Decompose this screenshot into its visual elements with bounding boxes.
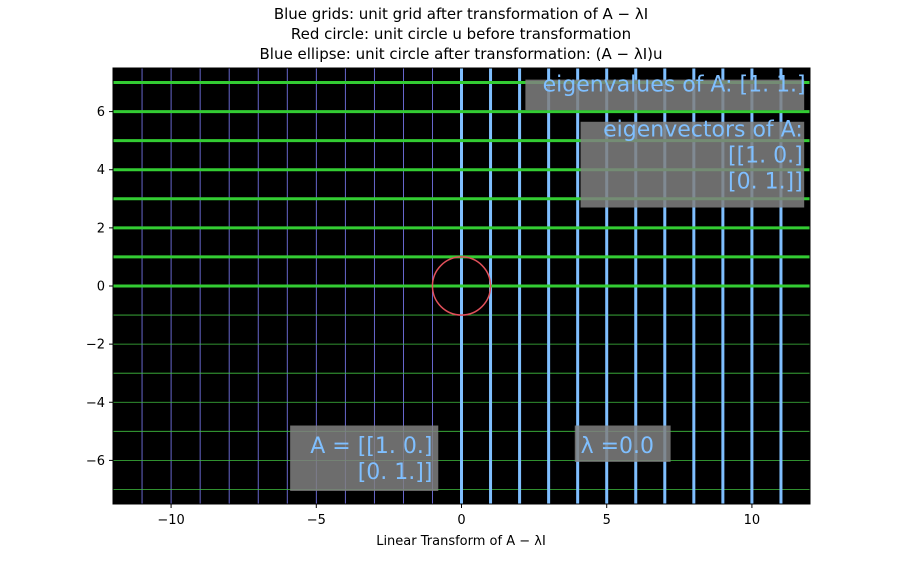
y-tick-label: −4 [86,396,105,411]
unit-circle-group [431,256,492,316]
lambda-box-text: λ =0.0 [581,434,654,459]
y-tick-label: 6 [97,105,105,120]
matrix-a-box-background [290,425,439,491]
matrix-a-box-text: [0. 1.]] [358,460,433,485]
y-tick-label: 0 [97,280,105,295]
title-line: Blue grids: unit grid after transformati… [274,5,648,23]
matrix-a-box-text: A = [[1. 0.] [310,434,432,459]
x-tick-label: 10 [744,513,761,528]
y-tick-label: −6 [86,454,105,469]
title-line: Blue ellipse: unit circle after transfor… [260,45,663,63]
chart-title: Blue grids: unit grid after transformati… [260,5,663,63]
unit-circle [431,256,492,316]
eigenvectors-box-text: [0. 1.]] [728,169,803,194]
transformed-horizontal-lines [113,81,810,288]
eigenvalues-box-background [525,79,805,111]
x-tick-label: −10 [157,513,184,528]
y-axis: −6 −4 −2 0 2 4 6 [86,105,113,469]
title-line: Red circle: unit circle u before transfo… [291,25,631,43]
annotations: eigenvalues of A: [1. 1.] eigenvectors of… [290,72,806,491]
y-tick-label: 2 [97,221,105,236]
lambda-box-background [574,425,671,462]
y-tick-label: 4 [97,163,105,178]
x-tick-label: −5 [307,513,326,528]
eigenvectors-box-text: [[1. 0.] [728,143,803,168]
x-tick-label: 0 [457,513,465,528]
y-tick-label: −2 [86,338,105,353]
eigenvectors-box-background [580,121,805,208]
x-tick-label: 5 [603,513,611,528]
x-axis: −10 −5 0 5 10 [157,504,760,528]
eigenvalues-box-text: eigenvalues of A: [1. 1.] [543,72,806,97]
eigenvectors-box-text: eigenvectors of A: [603,117,803,142]
x-axis-label: Linear Transform of A − λI [376,534,546,549]
